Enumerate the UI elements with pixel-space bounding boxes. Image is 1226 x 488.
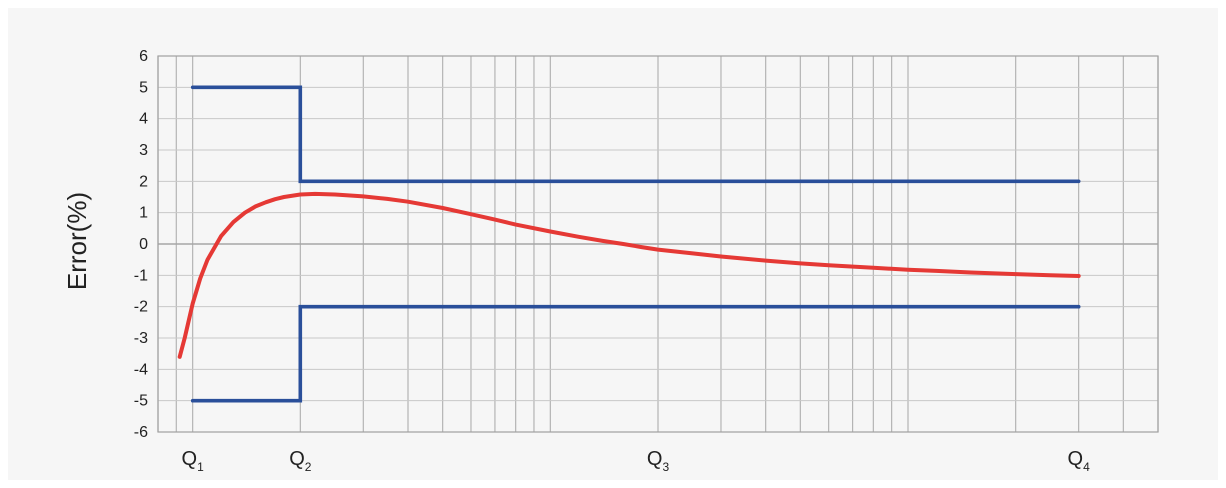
lower-limit-line <box>190 304 1081 403</box>
x-category-main: Q <box>647 448 663 470</box>
axis-layer <box>157 55 1159 433</box>
x-category-subscript: 3 <box>662 460 669 474</box>
upper-limit-line <box>190 85 1081 184</box>
plot-frame <box>157 55 1159 433</box>
y-tick-label: -1 <box>134 267 148 284</box>
x-category-subscript: 2 <box>305 460 312 474</box>
y-tick-label: -4 <box>134 361 148 378</box>
x-category-label: Q1 <box>182 448 205 474</box>
y-tick-label: -5 <box>134 393 148 410</box>
error-curve-line <box>177 191 1081 359</box>
x-category-subscript: 1 <box>197 460 204 474</box>
y-tick-label: -6 <box>134 424 148 441</box>
y-axis-title: Error(%) <box>62 192 92 290</box>
y-tick-label: -3 <box>134 330 148 347</box>
y-tick-label: 4 <box>139 111 148 128</box>
y-tick-label: 1 <box>139 205 148 222</box>
x-category-main: Q <box>1068 448 1084 470</box>
x-category-main: Q <box>182 448 198 470</box>
y-tick-label: 0 <box>139 236 148 253</box>
y-tick-label: 2 <box>139 173 148 190</box>
y-tick-label: 3 <box>139 142 148 159</box>
x-category-label: Q4 <box>1068 448 1091 474</box>
grid-layer <box>157 55 1159 433</box>
x-category-subscript: 4 <box>1083 460 1090 474</box>
y-tick-label: 6 <box>139 48 148 65</box>
series-layer <box>177 85 1081 403</box>
y-tick-label: -2 <box>134 299 148 316</box>
x-category-label: Q3 <box>647 448 670 474</box>
chart-panel: Error(%) 6 5 4 3 2 1 0 -1 -2 -3 -4 -5 -6 Q1 Q2 Q3 Q4 <box>8 8 1218 480</box>
x-category-main: Q <box>289 448 305 470</box>
x-category-label: Q2 <box>289 448 312 474</box>
y-tick-label: 5 <box>139 79 148 96</box>
